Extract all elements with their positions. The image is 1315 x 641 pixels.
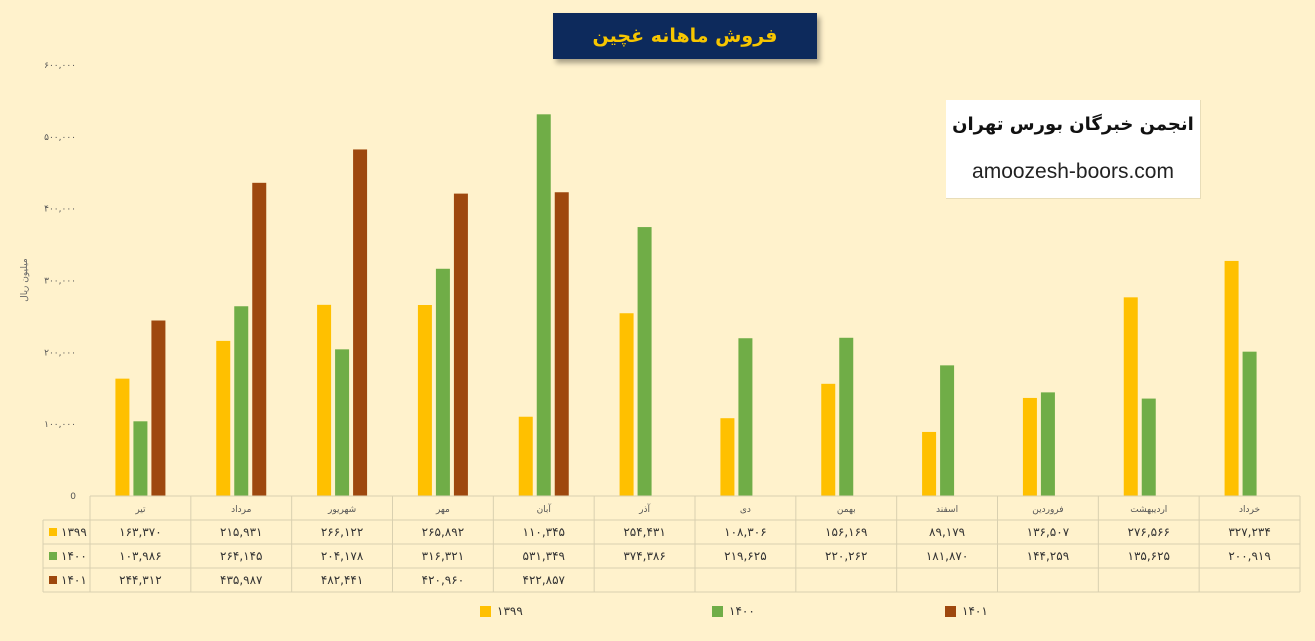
table-cell-value: ۲۰۰,۹۱۹ (1228, 549, 1271, 563)
category-label: خرداد (1239, 505, 1260, 515)
table-cell-value: ۲۱۹,۶۲۵ (724, 549, 767, 563)
table-cell-value: ۸۹,۱۷۹ (929, 525, 965, 539)
category-label: آذر (638, 503, 650, 515)
y-tick-label: 0 (70, 492, 76, 502)
table-series-swatch (49, 576, 57, 584)
table-cell-value: ۴۸۲,۴۴۱ (321, 573, 364, 587)
watermark-box: انجمن خبرگان بورس تهران amoozesh-boors.c… (946, 100, 1201, 199)
table-cell-value: ۲۶۶,۱۲۲ (321, 525, 364, 539)
table-cell-value: ۱۴۴,۲۵۹ (1027, 549, 1070, 563)
category-label: اسفند (936, 505, 958, 515)
chart-title: فروش ماهانه غچین (553, 13, 817, 59)
bar-1-3 (317, 304, 332, 496)
y-tick-label: ۵۰۰,۰۰۰ (44, 133, 76, 143)
bar-2-7 (738, 338, 753, 496)
table-series-swatch (49, 552, 57, 560)
table-series-name: ۱۳۹۹ (61, 525, 87, 539)
bar-1-1 (115, 378, 130, 496)
legend: ۱۳۹۹ ۱۴۰۰ ۱۴۰۱ (480, 604, 988, 618)
table-cell-value: ۴۲۲,۸۵۷ (523, 573, 566, 587)
bar-1-8 (821, 383, 836, 496)
bar-1-6 (619, 313, 634, 496)
data-table: تیر مرداد شهریور مهر آبان آذر دی بهمن اسفند فرورد… (42, 495, 1301, 593)
bar-1-10 (1022, 397, 1037, 496)
y-axis: 0 ۱۰۰,۰۰۰ ۲۰۰,۰۰۰ ۳۰۰,۰۰۰ ۴۰۰,۰۰۰ ۵۰۰,۰۰۰ ۶۰۰,… (44, 61, 76, 502)
table-cell-value: ۲۱۵,۹۳۱ (220, 525, 263, 539)
category-label: فروردین (1032, 505, 1063, 515)
table-cell-value: ۳۷۴,۳۸۶ (623, 549, 666, 563)
bar-1-7 (720, 418, 735, 496)
table-cell-value: ۱۰۳,۹۸۶ (119, 549, 162, 563)
watermark-name: انجمن خبرگان بورس تهران (952, 114, 1194, 135)
category-label: بهمن (837, 505, 856, 515)
bar-2-11 (1141, 398, 1156, 496)
bar-1-4 (417, 305, 432, 496)
legend-swatch (945, 606, 956, 617)
bar-3-4 (453, 193, 468, 496)
table-cell-value: ۳۱۶,۳۲۱ (422, 549, 465, 563)
bar-1-12 (1224, 260, 1239, 496)
legend-swatch (712, 606, 723, 617)
table-cell-value: ۱۵۶,۱۶۹ (825, 525, 868, 539)
table-cell-value: ۱۳۵,۶۲۵ (1128, 549, 1171, 563)
bar-2-12 (1242, 351, 1257, 496)
table-cell-value: ۱۶۳,۳۷۰ (119, 525, 162, 539)
y-tick-label: ۶۰۰,۰۰۰ (44, 61, 76, 71)
bar-3-2 (252, 182, 267, 496)
category-label: اردیبهشت (1130, 505, 1167, 515)
y-axis-label: میلیون ریال (20, 258, 30, 302)
category-label: شهریور (327, 505, 356, 515)
table-cell-value: ۱۸۱,۸۷۰ (926, 549, 969, 563)
bar-2-5 (536, 114, 551, 496)
category-label: مهر (435, 505, 450, 515)
bar-3-1 (151, 320, 166, 496)
legend-label: ۱۴۰۱ (962, 604, 988, 618)
bar-2-2 (234, 306, 249, 496)
bar-1-5 (518, 416, 533, 496)
legend-swatch (480, 606, 491, 617)
category-label: مرداد (231, 505, 251, 515)
table-cell-value: ۱۰۸,۳۰۶ (724, 525, 767, 539)
bar-2-8 (839, 337, 854, 496)
bar-2-6 (637, 227, 652, 497)
y-tick-label: ۳۰۰,۰۰۰ (44, 277, 76, 287)
table-series-swatch (49, 528, 57, 536)
table-cell-value: ۲۶۵,۸۹۲ (422, 525, 465, 539)
bar-2-9 (940, 365, 955, 496)
watermark-url: amoozesh-boors.com (972, 160, 1174, 183)
table-cell-value: ۵۳۱,۳۴۹ (523, 549, 566, 563)
category-label: دی (740, 505, 751, 515)
table-cell-value: ۲۲۰,۲۶۲ (825, 549, 868, 563)
table-cell-value: ۲۴۴,۳۱۲ (119, 573, 162, 587)
bar-3-5 (554, 192, 569, 496)
bar-1-11 (1123, 297, 1138, 496)
bars (115, 114, 1257, 497)
table-cell-value: ۳۲۷,۲۳۴ (1228, 525, 1271, 539)
category-label: تیر (134, 505, 146, 515)
table-cell-value: ۲۶۴,۱۴۵ (220, 549, 263, 563)
legend-label: ۱۳۹۹ (497, 604, 523, 618)
table-cell-value: ۲۰۴,۱۷۸ (321, 549, 364, 563)
table-series-name: ۱۴۰۰ (61, 549, 87, 563)
bar-1-9 (922, 431, 937, 496)
table-cell-value: ۴۲۰,۹۶۰ (422, 573, 465, 587)
bar-1-2 (216, 340, 231, 496)
table-cell-value: ۱۱۰,۳۴۵ (523, 525, 566, 539)
table-cell-value: ۴۳۵,۹۸۷ (220, 573, 263, 587)
bar-2-1 (133, 421, 148, 496)
bar-2-4 (435, 268, 450, 496)
category-label: آبان (537, 503, 552, 515)
y-tick-label: ۴۰۰,۰۰۰ (44, 205, 76, 215)
bar-2-3 (335, 349, 350, 496)
table-cell-value: ۲۷۶,۵۶۶ (1128, 525, 1171, 539)
table-cell-value: ۲۵۴,۴۳۱ (623, 525, 666, 539)
table-cell-value: ۱۳۶,۵۰۷ (1027, 525, 1070, 539)
y-tick-label: ۱۰۰,۰۰۰ (44, 420, 76, 430)
bar-3-3 (353, 149, 368, 497)
y-tick-label: ۲۰۰,۰۰۰ (44, 348, 76, 358)
bar-2-10 (1040, 392, 1055, 496)
legend-label: ۱۴۰۰ (729, 604, 755, 618)
table-series-name: ۱۴۰۱ (61, 573, 87, 587)
